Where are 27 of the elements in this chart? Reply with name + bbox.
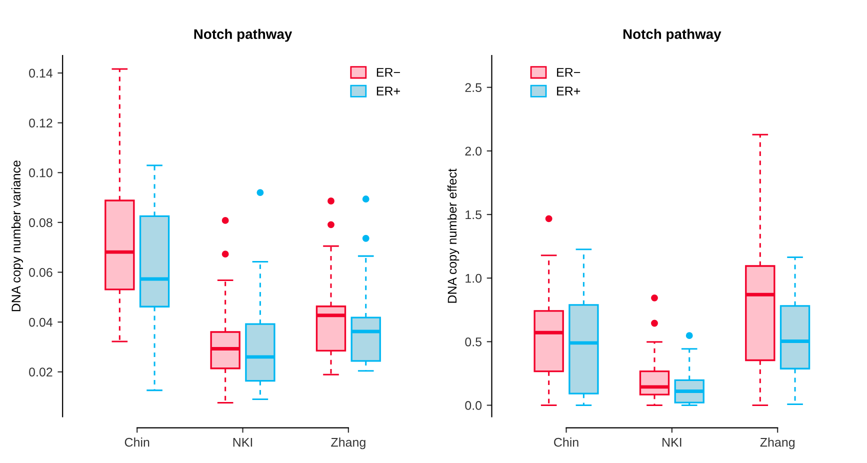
x-tick-label: Chin: [554, 438, 578, 447]
chart-title: Notch pathway: [623, 28, 722, 42]
legend-label: ER+: [557, 86, 580, 96]
legend-label: ER+: [376, 86, 400, 96]
y-tick-label: 0.0: [465, 401, 482, 410]
chart-title: Notch pathway: [194, 28, 292, 42]
y-tick-label: 0.04: [29, 318, 52, 327]
y-tick-label: 1.5: [466, 210, 482, 220]
y-tick-label: 2.0: [465, 146, 482, 156]
x-tick-label: NKI: [662, 438, 682, 447]
y-tick-label: 0.10: [29, 168, 52, 178]
y-tick-label: 1.0: [466, 274, 482, 283]
legend-label: ER−: [376, 68, 400, 77]
x-tick-label: NKI: [233, 438, 252, 447]
y-axis-title: DNA copy number effect: [447, 168, 460, 303]
y-axis-title: DNA copy number variance: [11, 160, 23, 312]
y-tick-label: 0.14: [29, 68, 52, 78]
y-tick-label: 2.5: [465, 83, 482, 92]
x-tick-label: Chin: [124, 438, 150, 447]
legend-label: ER−: [557, 68, 580, 77]
y-tick-label: 0.12: [29, 118, 52, 128]
y-tick-label: 0.06: [29, 268, 52, 277]
y-tick-label: 0.5: [465, 337, 482, 346]
y-tick-label: 0.08: [29, 218, 52, 228]
x-tick-label: Zhang: [760, 438, 795, 450]
x-tick-label: Zhang: [331, 438, 366, 450]
y-tick-label: 0.02: [29, 368, 52, 377]
